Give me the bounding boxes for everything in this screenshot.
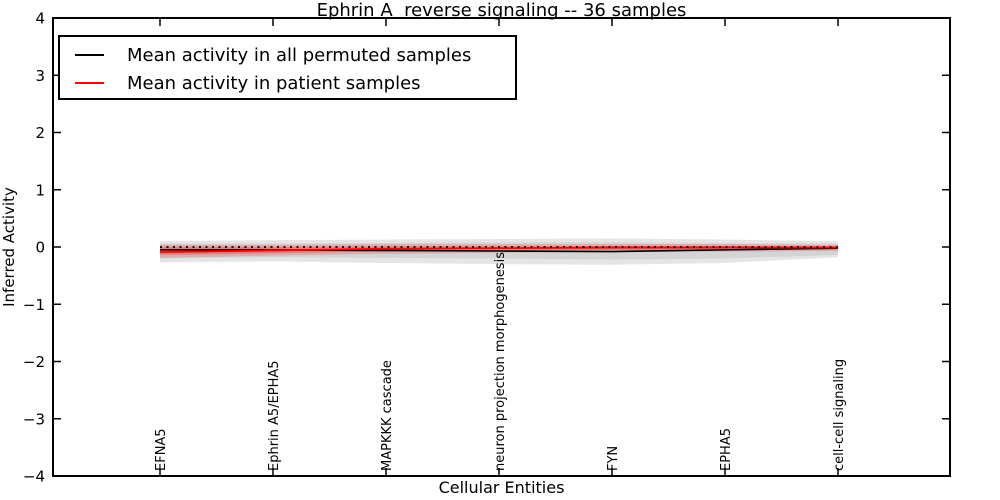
y-tick-label: 3 [35,67,45,85]
legend-label-patient: Mean activity in patient samples [127,72,421,94]
y-tick-label: 0 [35,239,45,257]
legend: Mean activity in all permuted samples Me… [58,35,517,100]
x-tick-label: FYN [606,446,621,471]
legend-line-permuted-icon [75,54,104,56]
series-lines [159,246,839,254]
x-tick-label: neuron projection morphogenesis [493,252,508,471]
x-tick-label: EPHA5 [719,428,734,471]
chart-title: Ephrin A reverse signaling -- 36 samples [316,0,687,21]
plot-frame [52,17,951,477]
legend-item-permuted: Mean activity in all permuted samples [60,41,515,69]
y-tick-label: −2 [23,353,45,371]
legend-item-patient: Mean activity in patient samples [60,69,515,97]
x-tick-label: MAPKKK cascade [380,360,395,471]
legend-line-patient-icon [75,82,104,84]
tick-labels: −4 −3 −2 −1 0 1 2 3 4 EFNA5 Ephrin A5/EPHA5 MAPKKK … [23,10,847,486]
x-tick-label: EFNA5 [154,428,169,471]
y-tick-label: −1 [23,296,45,314]
y-tick-label: 4 [35,10,45,28]
legend-label-permuted: Mean activity in all permuted samples [127,44,472,66]
y-tick-label: 2 [35,124,45,142]
y-tick-label: −3 [23,410,45,428]
y-tick-label: −4 [23,468,45,486]
x-tick-label: cell-cell signaling [832,359,847,471]
x-axis-label: Cellular Entities [438,478,565,497]
x-tick-label: Ephrin A5/EPHA5 [267,360,282,471]
series-line-patient [159,246,838,254]
y-tick-label: 1 [35,181,45,199]
